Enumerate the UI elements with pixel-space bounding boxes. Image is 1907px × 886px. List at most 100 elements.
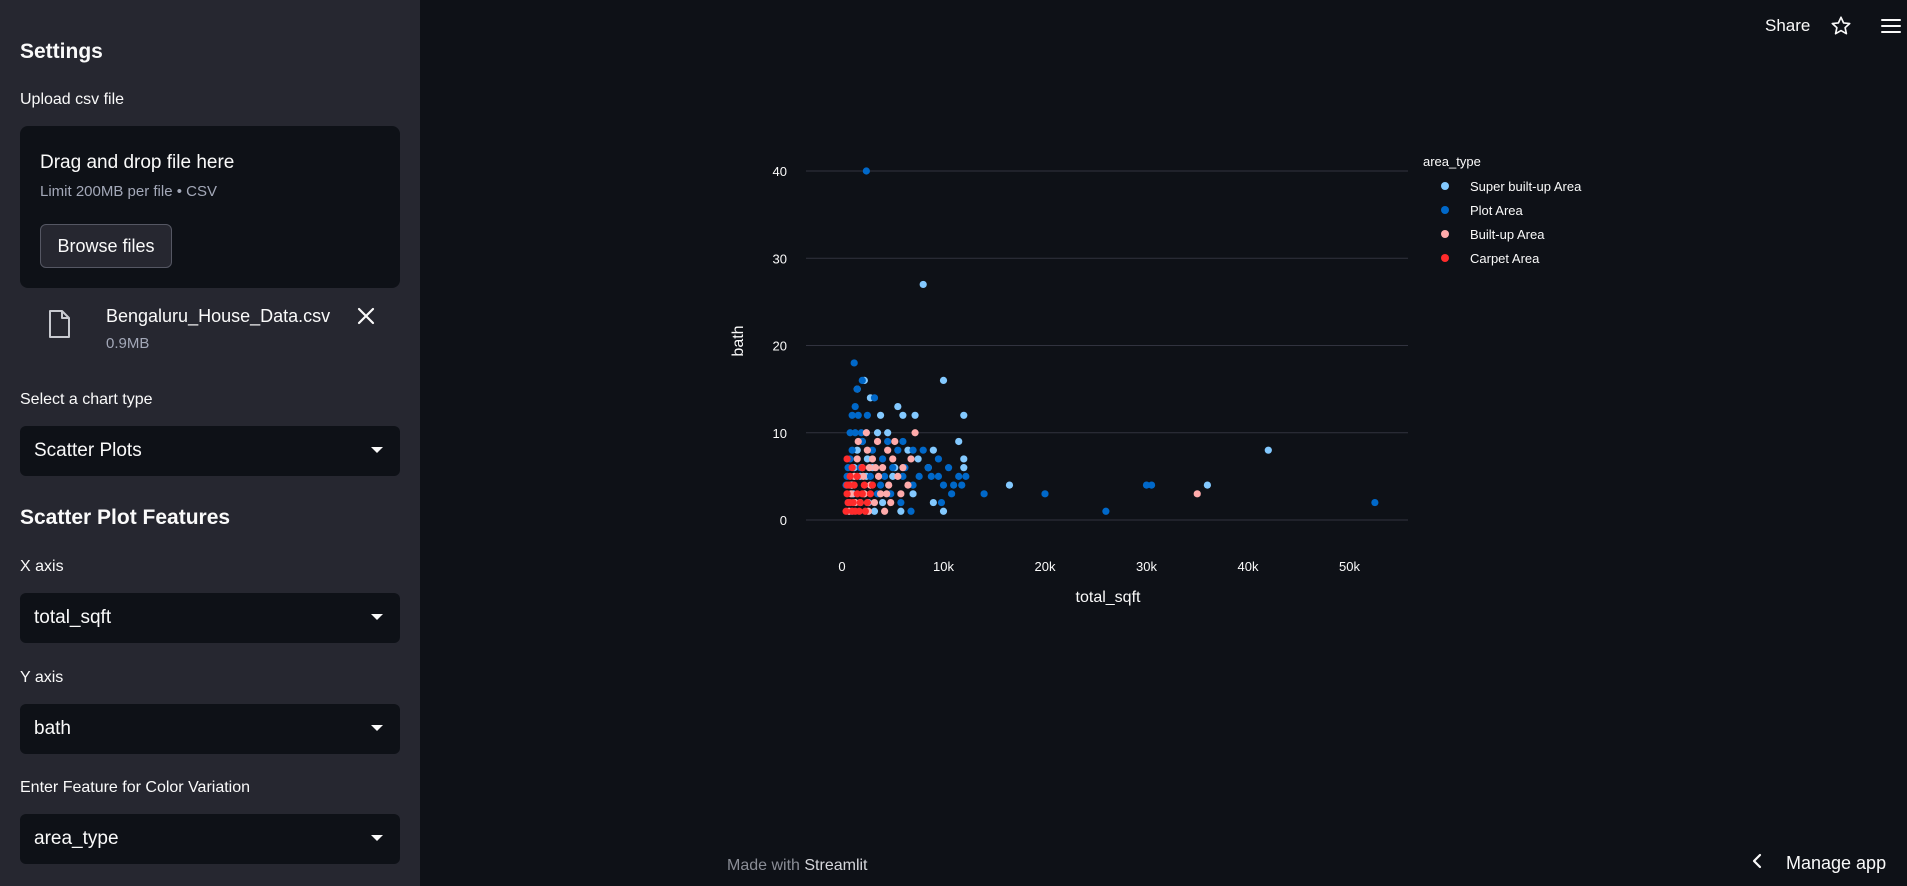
data-point[interactable]: [843, 490, 851, 498]
data-point[interactable]: [909, 490, 917, 498]
data-point[interactable]: [863, 498, 871, 507]
data-point[interactable]: [879, 464, 887, 472]
chart-type-select[interactable]: Scatter Plots: [20, 426, 400, 476]
data-point[interactable]: [879, 455, 887, 463]
data-point[interactable]: [862, 429, 870, 437]
data-point[interactable]: [907, 507, 915, 515]
data-point[interactable]: [911, 411, 919, 419]
data-point[interactable]: [899, 437, 907, 446]
data-point[interactable]: [899, 464, 907, 472]
data-point[interactable]: [863, 455, 871, 463]
manage-app-button[interactable]: Manage app: [1752, 853, 1886, 874]
share-button[interactable]: Share: [1765, 16, 1811, 35]
data-point[interactable]: [960, 455, 968, 463]
data-point[interactable]: [870, 394, 879, 402]
data-point[interactable]: [889, 472, 897, 480]
data-point[interactable]: [859, 472, 867, 480]
data-point[interactable]: [897, 498, 905, 507]
data-point[interactable]: [927, 472, 935, 480]
data-point[interactable]: [955, 472, 963, 480]
data-point[interactable]: [854, 411, 862, 419]
data-point[interactable]: [876, 490, 885, 498]
data-point[interactable]: [929, 446, 937, 454]
data-point[interactable]: [868, 455, 877, 463]
data-point[interactable]: [894, 472, 902, 480]
data-point[interactable]: [863, 411, 871, 419]
data-point[interactable]: [866, 472, 875, 480]
data-point[interactable]: [873, 437, 882, 446]
data-point[interactable]: [894, 446, 902, 454]
data-point[interactable]: [858, 490, 866, 498]
data-point[interactable]: [879, 498, 887, 507]
y-axis-select[interactable]: bath: [20, 704, 400, 754]
data-point[interactable]: [876, 411, 885, 419]
data-point[interactable]: [1142, 481, 1151, 489]
data-point[interactable]: [909, 481, 917, 489]
data-point[interactable]: [909, 446, 917, 454]
data-point[interactable]: [1041, 490, 1049, 498]
data-point[interactable]: [868, 481, 877, 489]
data-point[interactable]: [1102, 507, 1110, 515]
data-point[interactable]: [866, 490, 875, 498]
data-point[interactable]: [853, 490, 861, 498]
data-point[interactable]: [862, 167, 870, 175]
data-point[interactable]: [899, 472, 907, 480]
data-point[interactable]: [899, 411, 907, 419]
data-point[interactable]: [962, 472, 970, 480]
data-point[interactable]: [934, 472, 943, 480]
data-point[interactable]: [845, 481, 853, 489]
chart-legend[interactable]: area_type Super built-up Area Plot Area Bu…: [1423, 154, 1582, 266]
data-point[interactable]: [884, 446, 892, 454]
data-point[interactable]: [850, 359, 858, 367]
data-point[interactable]: [924, 464, 932, 472]
data-point[interactable]: [843, 455, 851, 463]
data-point[interactable]: [929, 498, 937, 507]
browse-files-button[interactable]: Browse files: [40, 224, 172, 268]
data-point[interactable]: [861, 507, 869, 515]
data-point[interactable]: [944, 464, 953, 472]
data-point[interactable]: [958, 481, 966, 489]
data-point[interactable]: [1203, 481, 1211, 489]
data-point[interactable]: [858, 376, 866, 384]
data-point[interactable]: [960, 464, 968, 472]
data-point[interactable]: [853, 446, 861, 454]
data-point[interactable]: [874, 472, 883, 480]
data-point[interactable]: [881, 472, 889, 480]
data-point[interactable]: [870, 498, 879, 507]
data-point[interactable]: [851, 429, 859, 437]
data-point[interactable]: [1147, 481, 1156, 489]
data-point[interactable]: [876, 481, 885, 489]
legend-item[interactable]: Plot Area: [1470, 203, 1524, 218]
data-point[interactable]: [960, 411, 968, 419]
data-point[interactable]: [911, 429, 919, 437]
data-point[interactable]: [1005, 481, 1014, 489]
data-point[interactable]: [885, 481, 893, 489]
data-point[interactable]: [1264, 446, 1272, 454]
data-point[interactable]: [919, 446, 927, 454]
data-point[interactable]: [863, 446, 871, 454]
data-point[interactable]: [950, 481, 958, 489]
data-point[interactable]: [865, 464, 874, 472]
data-point[interactable]: [855, 507, 863, 515]
data-point[interactable]: [848, 464, 856, 472]
data-point[interactable]: [842, 507, 850, 515]
legend-item[interactable]: Built-up Area: [1470, 227, 1545, 242]
data-point[interactable]: [853, 385, 861, 393]
data-point[interactable]: [915, 472, 923, 480]
data-point[interactable]: [860, 481, 868, 489]
data-point[interactable]: [897, 507, 905, 515]
data-point[interactable]: [894, 402, 902, 411]
data-point[interactable]: [939, 376, 948, 384]
data-point[interactable]: [980, 490, 988, 498]
data-point[interactable]: [856, 498, 864, 507]
data-point[interactable]: [1193, 490, 1201, 498]
data-point[interactable]: [857, 429, 865, 437]
data-point[interactable]: [848, 411, 856, 419]
data-point[interactable]: [889, 464, 897, 472]
data-point[interactable]: [870, 507, 879, 515]
data-point[interactable]: [846, 472, 854, 480]
close-icon[interactable]: [356, 306, 376, 331]
data-point[interactable]: [846, 429, 854, 437]
data-point[interactable]: [934, 455, 943, 463]
